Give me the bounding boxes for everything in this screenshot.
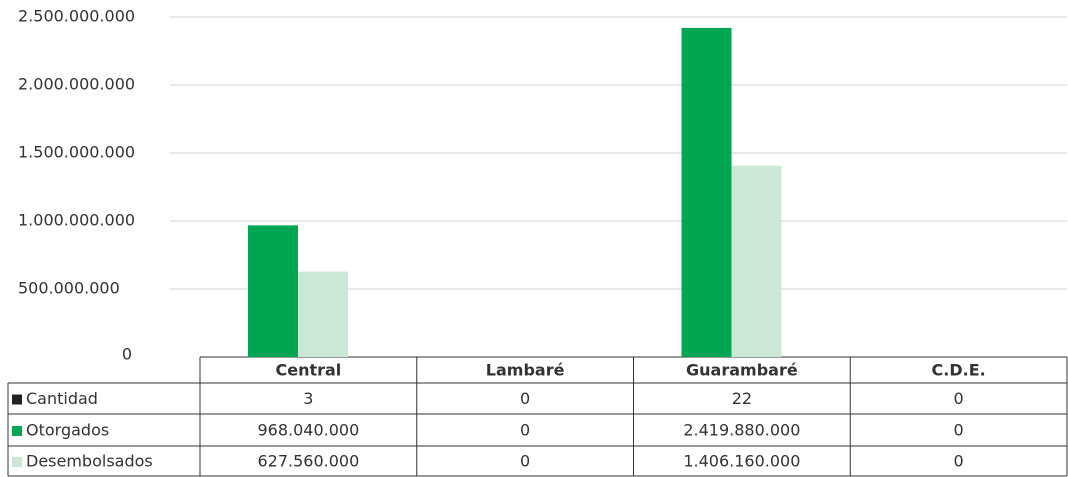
y-tick-label: 2.500.000.000 bbox=[18, 7, 135, 26]
table-value: 0 bbox=[520, 452, 530, 471]
legend-label: Cantidad bbox=[26, 389, 98, 408]
table-value: 968.040.000 bbox=[257, 421, 359, 440]
table-value: 0 bbox=[954, 389, 964, 408]
legend-label: Desembolsados bbox=[26, 452, 153, 471]
table-value: 0 bbox=[954, 421, 964, 440]
table-value: 1.406.160.000 bbox=[683, 452, 800, 471]
table-value: 0 bbox=[954, 452, 964, 471]
bar bbox=[681, 27, 732, 357]
bar bbox=[298, 271, 348, 357]
y-tick-label: 1.500.000.000 bbox=[18, 143, 135, 162]
category-label: Lambaré bbox=[486, 361, 565, 380]
y-tick-label: 2.000.000.000 bbox=[18, 75, 135, 94]
table-value: 3 bbox=[303, 389, 313, 408]
category-label: C.D.E. bbox=[932, 361, 986, 380]
y-tick-label: 500.000.000 bbox=[18, 279, 120, 298]
legend-swatch bbox=[12, 457, 22, 467]
table-value: 0 bbox=[520, 389, 530, 408]
legend-label: Otorgados bbox=[26, 421, 109, 440]
table-value: 22 bbox=[732, 389, 752, 408]
table-value: 627.560.000 bbox=[257, 452, 359, 471]
table-value: 0 bbox=[520, 421, 530, 440]
legend-swatch bbox=[12, 426, 22, 436]
bar bbox=[731, 165, 782, 357]
category-label: Guarambaré bbox=[686, 361, 798, 380]
bar bbox=[248, 225, 298, 357]
y-tick-label: 1.000.000.000 bbox=[18, 211, 135, 230]
table-value: 2.419.880.000 bbox=[683, 421, 800, 440]
category-label: Central bbox=[275, 361, 341, 380]
legend-swatch bbox=[12, 394, 22, 405]
y-tick-label: 0 bbox=[122, 345, 132, 364]
